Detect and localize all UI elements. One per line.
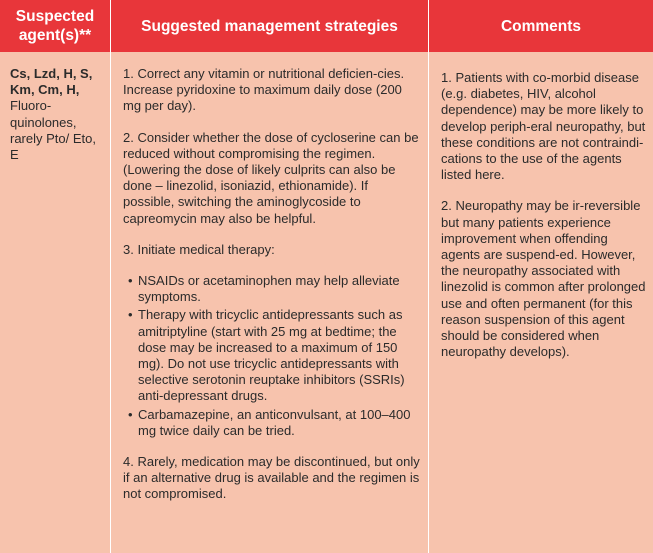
bullet-icon: • [128, 273, 133, 289]
strategies-cell: 1. Correct any vitamin or nutritional de… [123, 66, 421, 518]
bullet-icon: • [128, 307, 133, 323]
column-divider-1 [110, 0, 111, 553]
bullet-item: • Therapy with tricyclic antidepressants … [123, 307, 421, 404]
comment-item-1: 1. Patients with co-morbid disease (e.g.… [441, 70, 646, 183]
agents-bold-list: Cs, Lzd, H, S, Km, Cm, H, [10, 66, 93, 98]
bullet-item: • NSAIDs or acetaminophen may help allevi… [123, 273, 421, 305]
column-divider-2 [428, 0, 429, 553]
strategy-item-2: 2. Consider whether the dose of cycloser… [123, 129, 419, 226]
header-comments: Comments [500, 17, 582, 35]
strategy-item-3-intro: 3. Initiate medical therapy: [123, 241, 275, 257]
agents-cell: Cs, Lzd, H, S, Km, Cm, H, Fluoro-quinolo… [10, 66, 104, 163]
bullet-text: Carbamazepine, an anticonvulsant, at 100… [138, 406, 411, 438]
bullet-item: • Carbamazepine, an anticonvulsant, at 10… [123, 407, 421, 439]
bullet-text: Therapy with tricyclic antidepressants s… [138, 307, 405, 404]
bullet-icon: • [128, 406, 133, 422]
strategy-item-1: 1. Correct any vitamin or nutritional de… [123, 66, 405, 114]
header-suspected-agents: Suspected agent(s)** [15, 8, 95, 44]
strategy-item-3-bullets: • NSAIDs or acetaminophen may help allevi… [123, 273, 421, 439]
comment-item-2: 2. Neuropathy may be ir-reversible but m… [441, 198, 646, 360]
header-management-strategies: Suggested management strategies [141, 17, 398, 35]
strategy-item-4: 4. Rarely, medication may be discontinue… [123, 454, 420, 502]
bullet-text: NSAIDs or acetaminophen may help allevia… [138, 273, 400, 305]
table-header: Suspected agent(s)** Suggested managemen… [0, 0, 653, 52]
agents-other-list: Fluoro-quinolones, rarely Pto/ Eto, E [10, 98, 96, 163]
comments-cell: 1. Patients with co-morbid disease (e.g.… [441, 70, 647, 375]
